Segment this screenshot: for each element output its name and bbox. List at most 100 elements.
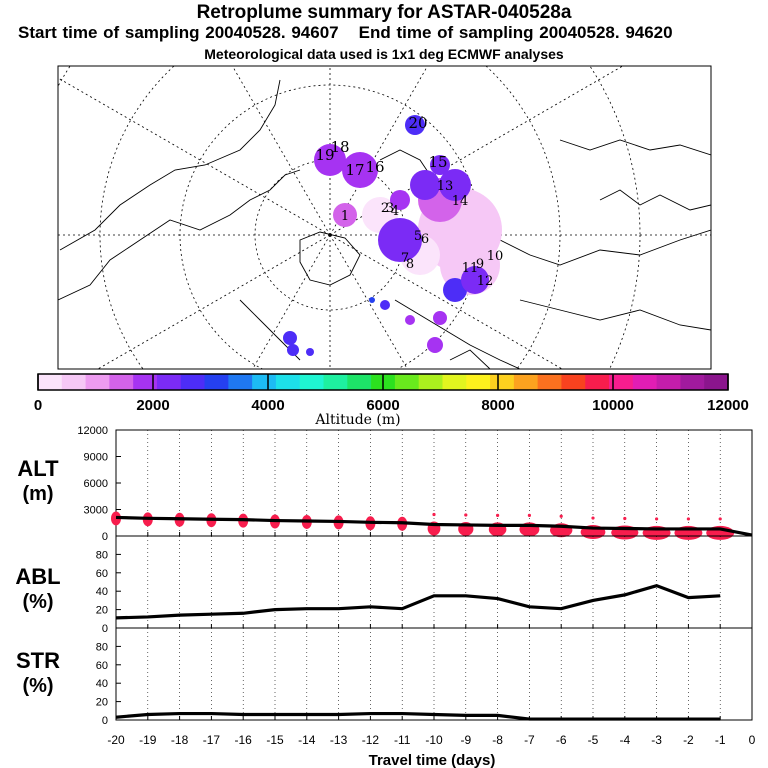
colorbar-tick-label: 10000 [592,397,634,414]
colorbar-swatch [585,374,610,390]
colorbar-swatch [490,374,515,390]
plume-label: 15 [428,153,447,171]
plume-label: 8 [406,257,414,272]
x-tick-label: -13 [330,733,348,747]
altitude-outlier-marker [623,516,627,521]
coastline [299,231,361,286]
altitude-colorbar: 0 2000 4000 6000 8000 10000 12000 [34,373,749,414]
plume-label: 11 [462,261,479,276]
altitude-outlier-marker [464,513,468,517]
plume-marker [405,315,415,325]
x-tick-label: -5 [588,733,599,747]
y-tick-label: 60 [96,568,108,580]
colorbar-swatch [156,374,182,390]
chart-title: Retroplume summary for ASTAR-040528a [196,2,572,23]
x-tick-label: -19 [139,733,157,747]
y-tick-label: 12000 [77,425,108,437]
plume-label: 4 [391,204,399,219]
coastline [599,189,711,211]
plume-label: 1 [341,209,349,224]
coastline [379,149,431,176]
x-axis-label: Travel time (days) [369,752,496,768]
y-tick-label: 20 [96,605,108,617]
x-tick-label: -16 [235,733,253,747]
x-tick-label: 0 [749,733,756,747]
colorbar-label: Altitude (m) [314,412,400,428]
y-tick-label: 0 [102,623,108,635]
x-tick-label: -18 [171,733,189,747]
plume-marker [443,278,467,302]
colorbar-swatch [228,374,253,390]
colorbar-swatch [299,374,325,390]
x-tick-label: -10 [425,733,443,747]
plume-marker [378,218,422,262]
colorbar-swatch [680,374,705,390]
colorbar-swatch [133,374,158,390]
colorbar-swatch [513,374,539,390]
plume-marker [433,311,447,325]
plume-label: 14 [452,194,469,209]
plume-label: 12 [477,274,494,289]
y-tick-label: 9000 [84,452,108,464]
colorbar-swatch [85,374,110,390]
plume-label: 9 [476,257,484,272]
colorbar-swatch [394,374,420,390]
altitude-outlier-marker [432,512,436,517]
colorbar-tick-label: 0 [34,397,42,414]
plume-label: 13 [437,179,454,194]
coastline [59,79,281,251]
plume-marker [333,203,357,227]
altitude-outlier-marker [591,516,595,520]
colorbar-swatch [561,374,586,390]
meridian-line [329,234,563,369]
abl-series-line [115,583,721,620]
met-data-note: Meteorological data used is 1x1 deg ECMW… [204,46,564,62]
plume-label: 19 [315,146,334,164]
colorbar-swatch [275,374,301,390]
plume-label: 2 [381,201,389,216]
coastline [559,139,711,156]
x-tick-label: -1 [715,733,726,747]
altitude-outlier-marker [559,514,563,518]
x-tick-label: -15 [266,733,284,747]
plume-marker [342,152,378,188]
colorbar-swatch [609,374,634,390]
plume-marker [314,144,346,176]
x-tick-label: -17 [203,733,221,747]
plume-marker [410,170,440,200]
alt-label: ALT [17,456,59,481]
colorbar-tick-label: 8000 [481,397,514,414]
str-unit: (%) [22,675,53,697]
plume-marker [405,115,425,135]
plume-marker [439,169,471,201]
x-tick-label: -12 [362,733,380,747]
colorbar-swatch [632,374,658,390]
colorbar-swatch [347,374,372,390]
plume-label: 5 [414,229,422,244]
colorbar-tick-label: 6000 [366,397,399,414]
abl-unit: (%) [22,591,53,613]
colorbar-tick-label: 4000 [251,397,284,414]
plume-label: 18 [330,138,349,156]
colorbar-swatch [442,374,467,390]
sampling-times: Start time of sampling 20040528. 94607 En… [18,23,768,43]
x-tick-label: -7 [524,733,535,747]
meridian-line [329,66,624,236]
plume-marker [283,331,297,345]
y-tick-label: 80 [96,549,108,561]
colorbar-swatch [323,374,348,390]
alt-mean-line [115,515,753,537]
str-panel-frame [115,627,753,721]
plume-marker [390,190,410,210]
str-series-line [115,711,721,721]
y-tick-label: 80 [96,641,108,653]
plume-marker [306,348,314,356]
x-tick-label: -14 [298,733,316,747]
str-label: STR [16,648,60,673]
colorbar-swatch [252,374,277,390]
y-tick-label: 20 [96,697,108,709]
plume-label: 7 [401,251,409,266]
end-time: End time of sampling 20040528. 94620 [358,23,673,42]
